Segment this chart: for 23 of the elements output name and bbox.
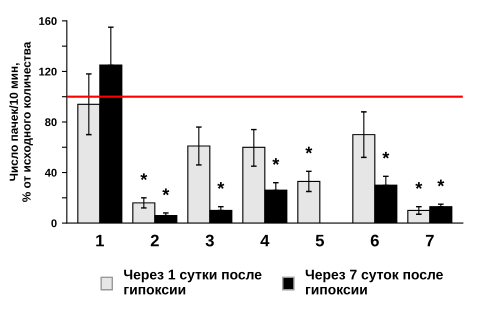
data-label: *: [272, 158, 280, 165]
x-tick-label: 1: [96, 234, 104, 246]
y-axis-title: Число пачек/10 мин, % от исходного количества: [9, 42, 33, 202]
x-tick-label: 2: [150, 234, 159, 246]
y-tick-label: 0: [51, 219, 57, 228]
x-tick-label: 4: [260, 234, 270, 246]
legend-label: Через 7 суток после гипоксии: [306, 270, 443, 294]
x-tick-label: 3: [206, 234, 214, 246]
data-label: *: [305, 146, 312, 154]
data-label: *: [140, 173, 148, 180]
data-label: *: [382, 152, 390, 159]
x-tick-label: 7: [426, 234, 434, 246]
y-tick-label: 80: [45, 118, 57, 126]
y-tick-label: 160: [39, 17, 57, 25]
x-tick-label: 5: [316, 234, 324, 246]
legend-label: Через 1 сутки после гипоксии: [124, 270, 262, 294]
data-label: *: [217, 182, 224, 189]
y-tick-label: 120: [39, 68, 57, 76]
x-tick-label: 6: [370, 234, 379, 246]
data-label: *: [437, 180, 444, 186]
data-label: *: [415, 182, 422, 189]
y-tick-label: 40: [44, 168, 57, 177]
data-label: *: [162, 188, 170, 196]
